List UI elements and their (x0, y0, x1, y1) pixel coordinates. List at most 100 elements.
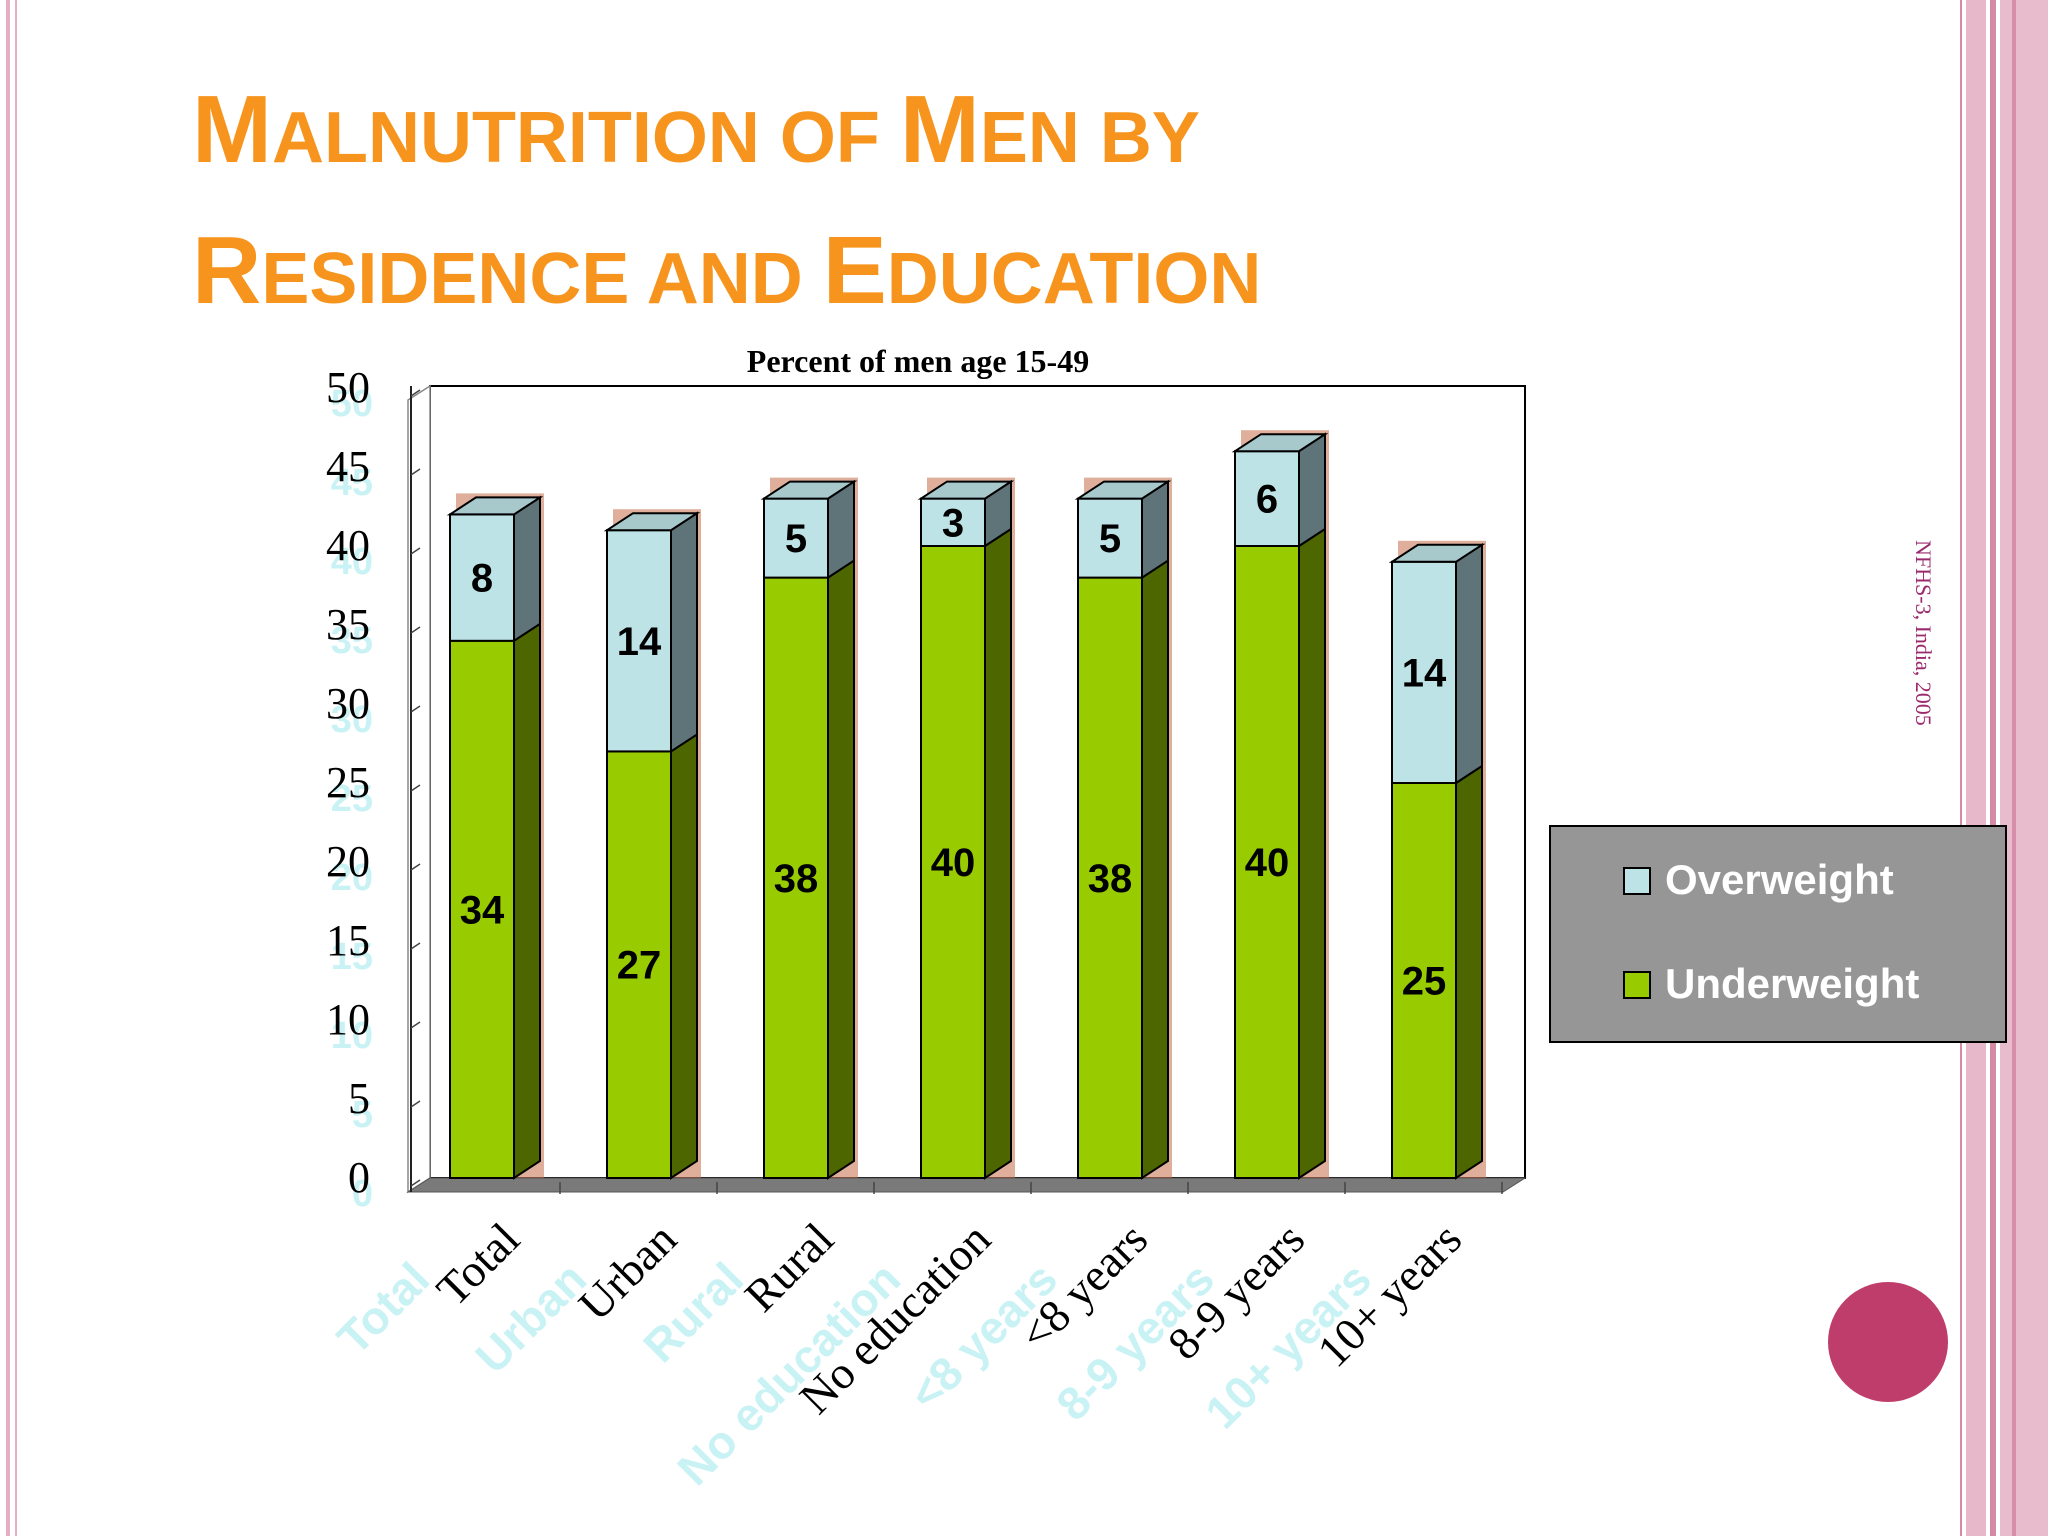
y-tick-label: 25 (326, 758, 370, 807)
y-tick-mark (410, 942, 421, 950)
bar-overweight (920, 497, 986, 548)
data-label-underweight: 27 (617, 944, 662, 988)
y-tick-label-ghost: 35 (331, 620, 373, 662)
title-fragment: DUCATION (886, 239, 1262, 319)
data-label-underweight: 34 (460, 888, 505, 932)
y-tick-label-ghost: 40 (331, 541, 373, 583)
y-tick-mark (410, 1100, 421, 1108)
legend-swatch-underweight (1623, 971, 1651, 999)
y-tick-label-ghost: 25 (331, 778, 373, 820)
data-label-underweight: 38 (774, 857, 819, 901)
bar-overweight (763, 497, 829, 579)
data-label-overweight: 6 (1256, 478, 1278, 522)
bar-underweight-side (1141, 558, 1169, 1180)
bar-overweight-side (670, 511, 698, 754)
y-tick-label: 35 (326, 600, 370, 649)
data-label-underweight: 38 (1088, 857, 1133, 901)
y-tick-label-ghost: 10 (331, 1015, 373, 1057)
slide-border-right-edge (2000, 0, 2048, 1536)
slide-border-left-inner (15, 0, 17, 1536)
y-tick-label-ghost: 50 (331, 383, 373, 425)
y-tick-label: 0 (348, 1153, 370, 1202)
slide-border-right-edge-stripe (2012, 0, 2016, 1536)
data-label-underweight: 40 (931, 841, 976, 885)
slide-border-right-stripe (1990, 0, 1996, 1536)
data-label-overweight: 14 (617, 620, 662, 664)
y-tick-label-ghost: 20 (331, 857, 373, 899)
bar-underweight (449, 639, 515, 1179)
title-fragment: R (192, 217, 262, 324)
data-label-underweight: 40 (1245, 841, 1290, 885)
legend-box (1549, 825, 2007, 1043)
title-fragment: ALNUTRITION OF (271, 98, 900, 178)
y-tick-label: 20 (326, 837, 370, 886)
data-label-underweight: 25 (1402, 960, 1447, 1004)
y-tick-label-ghost: 0 (352, 1173, 373, 1215)
x-tick-label-ghost: Total (327, 1252, 439, 1364)
slide-title-line-2: RESIDENCE AND EDUCATION (192, 211, 1492, 352)
bar-overweight (449, 513, 515, 642)
y-tick-label: 15 (326, 916, 370, 965)
bar-top (760, 480, 858, 500)
plot-floor (406, 1177, 1527, 1193)
bar-overweight (606, 529, 672, 753)
data-label-overweight: 8 (471, 557, 493, 601)
legend-swatch-overweight (1623, 867, 1651, 895)
bar-overweight-side (1455, 542, 1483, 785)
y-tick-mark (410, 389, 421, 397)
bar-underweight-side (984, 527, 1012, 1180)
y-tick-label: 50 (326, 363, 370, 412)
y-tick-label: 10 (326, 995, 370, 1044)
y-tick-mark (410, 863, 421, 871)
bar-underweight-side (1298, 527, 1326, 1180)
y-tick-mark (410, 705, 421, 713)
bar-underweight-side (513, 621, 541, 1180)
bar-overweight-side (513, 495, 541, 643)
slide-border-right-line (1960, 0, 1962, 1536)
bar-underweight (763, 576, 829, 1179)
bar-top (603, 512, 701, 532)
slide-border-right-band (1966, 0, 1986, 1536)
bar-overweight-side (1298, 432, 1326, 548)
bar-overweight (1234, 450, 1300, 548)
title-fragment: M (192, 76, 272, 183)
data-label-overweight: 14 (1402, 651, 1447, 695)
chart-title: Percent of men age 15-49 (747, 343, 1089, 379)
slide-border-left-outer (6, 0, 10, 1536)
y-tick-mark (410, 547, 421, 555)
title-fragment: M (899, 76, 980, 183)
bar-top (1388, 543, 1486, 563)
bar-underweight-side (1455, 764, 1483, 1180)
title-fragment: E (822, 217, 887, 324)
title-fragment: EN BY (979, 98, 1200, 178)
y-tick-label: 5 (348, 1074, 370, 1123)
y-tick-mark (410, 468, 421, 476)
source-note: NFHS-3, India, 2005 (1911, 540, 1936, 726)
y-tick-mark (410, 1179, 421, 1187)
data-label-overweight: 5 (1099, 517, 1121, 561)
data-label-overweight: 5 (785, 517, 807, 561)
y-tick-label-ghost: 30 (331, 699, 373, 741)
y-tick-label: 40 (326, 521, 370, 570)
bar-top (1231, 433, 1329, 453)
y-tick-label-ghost: 15 (331, 936, 373, 978)
decorative-circle (1828, 1282, 1948, 1402)
bar-underweight (920, 545, 986, 1179)
y-tick-label-ghost: 5 (352, 1094, 373, 1136)
bar-underweight-side (670, 732, 698, 1180)
bar-top (1074, 480, 1172, 500)
y-tick-mark (410, 1021, 421, 1029)
bar-top (446, 496, 544, 516)
bar-underweight (1234, 545, 1300, 1179)
slide-title-line-1: MALNUTRITION OF MEN BY (192, 70, 1492, 211)
bar-underweight-side (827, 558, 855, 1180)
data-label-overweight: 3 (942, 501, 964, 545)
y-tick-label-ghost: 45 (331, 462, 373, 504)
legend-label-overweight: Overweight (1665, 856, 1894, 903)
y-tick-label: 45 (326, 442, 370, 491)
legend-label-underweight: Underweight (1665, 960, 1919, 1007)
bar-overweight (1391, 560, 1457, 784)
y-tick-mark (410, 784, 421, 792)
bar-top (917, 480, 1015, 500)
